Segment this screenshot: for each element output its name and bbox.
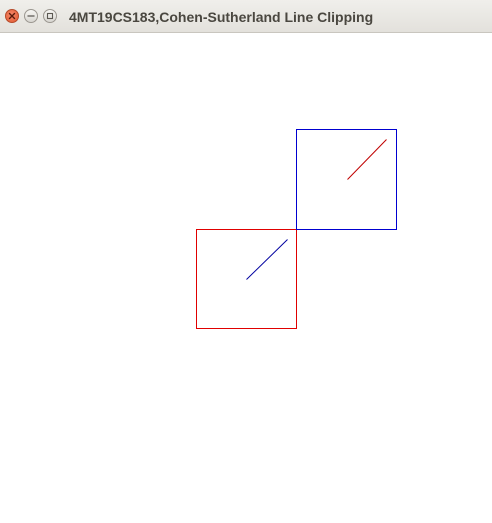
clipped-line bbox=[347, 139, 387, 180]
maximize-button[interactable] bbox=[43, 9, 57, 23]
viewport-rect bbox=[296, 129, 397, 230]
drawing-canvas bbox=[0, 33, 492, 523]
title-bar[interactable]: 4MT19CS183,Cohen-Sutherland Line Clippin… bbox=[0, 0, 492, 33]
window-title: 4MT19CS183,Cohen-Sutherland Line Clippin… bbox=[69, 9, 374, 25]
original-line bbox=[246, 239, 288, 280]
minimize-button[interactable] bbox=[24, 9, 38, 23]
clip-window-rect bbox=[196, 229, 297, 329]
close-button[interactable] bbox=[5, 9, 19, 23]
